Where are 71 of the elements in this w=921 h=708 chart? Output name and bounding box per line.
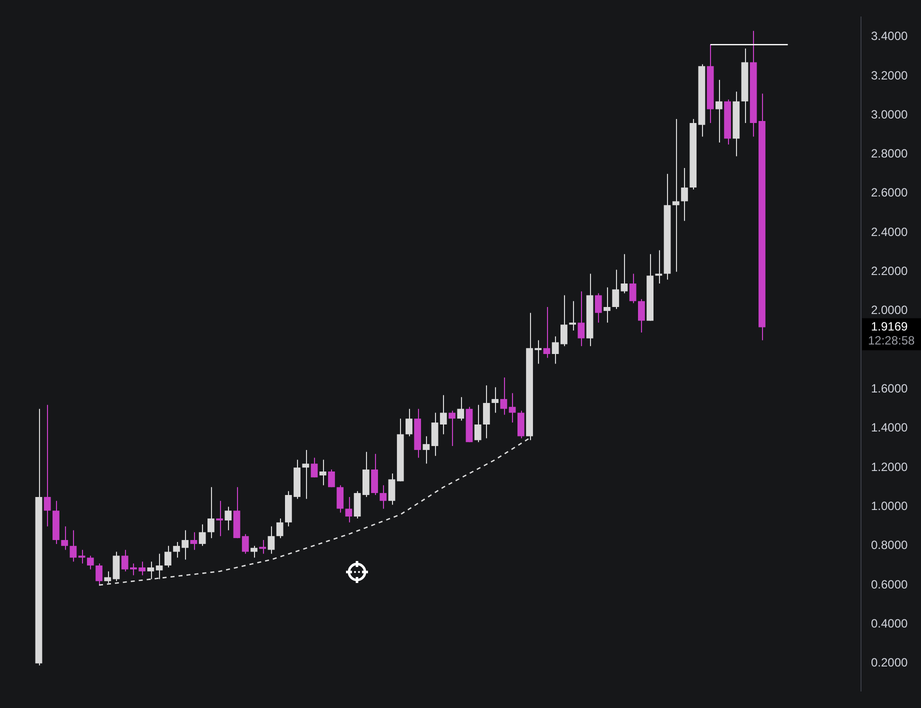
- y-tick-label: 2.2000: [871, 264, 908, 278]
- candlestick: [422, 436, 430, 464]
- candlestick: [268, 526, 275, 554]
- text: 12:28:58: [868, 334, 916, 348]
- candlestick: [371, 453, 378, 496]
- candlestick: [44, 404, 51, 527]
- candlestick: [681, 167, 688, 222]
- candlestick: [328, 469, 335, 488]
- candlestick: [156, 553, 163, 580]
- candlestick: [578, 290, 585, 347]
- candlestick: [96, 563, 102, 586]
- candlestick: [345, 496, 352, 523]
- candlestick: [380, 484, 387, 510]
- candlestick: [276, 518, 284, 539]
- candlestick: [612, 269, 620, 310]
- y-tick-label: 2.6000: [871, 186, 908, 200]
- candlestick: [629, 273, 636, 304]
- candlestick: [492, 386, 499, 414]
- candlestick: [61, 526, 68, 550]
- candlestick: [224, 506, 232, 531]
- candlestick: [112, 551, 120, 582]
- y-tick-label: 1.4000: [871, 420, 908, 435]
- y-tick-label: 1.0000: [871, 499, 908, 514]
- candlestick: [440, 394, 447, 435]
- y-tick-label: 2.8000: [871, 146, 908, 161]
- candlestick: [448, 410, 456, 447]
- y-tick-label: 0.8000: [871, 538, 908, 552]
- candlestick: [86, 555, 94, 570]
- candlestick: [500, 377, 508, 416]
- candlestick: [457, 396, 464, 422]
- candlestick: [569, 300, 576, 332]
- candlestick: [672, 118, 680, 272]
- candlestick: [431, 412, 438, 456]
- y-tick-label: 3.4000: [871, 29, 908, 44]
- candlestick: [406, 408, 412, 437]
- candlestick: [638, 298, 645, 333]
- candlestick: [208, 486, 214, 539]
- y-tick-label: 3.2000: [871, 68, 908, 82]
- candlestick: [483, 384, 490, 439]
- candlestick: [655, 250, 662, 284]
- y-tick-label: 2.4000: [871, 224, 908, 239]
- candlestick: [190, 532, 198, 550]
- candlestick: [242, 534, 249, 554]
- candlestick: [198, 524, 206, 546]
- candlestick: [336, 484, 344, 514]
- candlestick: [302, 449, 310, 500]
- candlestick: [474, 404, 482, 443]
- y-tick-label: 0.4000: [871, 616, 908, 631]
- candlestick: [70, 530, 77, 562]
- y-tick-label: 0.6000: [871, 577, 908, 592]
- candlestick: [620, 254, 628, 294]
- candlestick: [543, 306, 550, 358]
- text: 1.9169: [871, 320, 908, 334]
- candlestick: [310, 457, 318, 478]
- candlestick: [388, 472, 396, 506]
- candlestick: [319, 459, 326, 486]
- candlestick: [594, 292, 602, 324]
- y-tick-label: 1.2000: [871, 460, 908, 474]
- candlestick: [604, 286, 610, 324]
- y-tick-label: 1.6000: [871, 382, 908, 396]
- candlestick: [147, 561, 154, 580]
- y-tick-label: 3.0000: [871, 107, 908, 122]
- candlestick: [517, 410, 524, 439]
- y-tick-label: 2.0000: [871, 303, 908, 318]
- y-tick-label: 0.2000: [871, 656, 908, 670]
- candlestick: [250, 545, 258, 558]
- candlestick: [164, 545, 172, 568]
- candlestick: [715, 79, 722, 144]
- candlestick: [78, 549, 86, 564]
- candlestick: [259, 540, 266, 554]
- candlestick: [216, 500, 223, 537]
